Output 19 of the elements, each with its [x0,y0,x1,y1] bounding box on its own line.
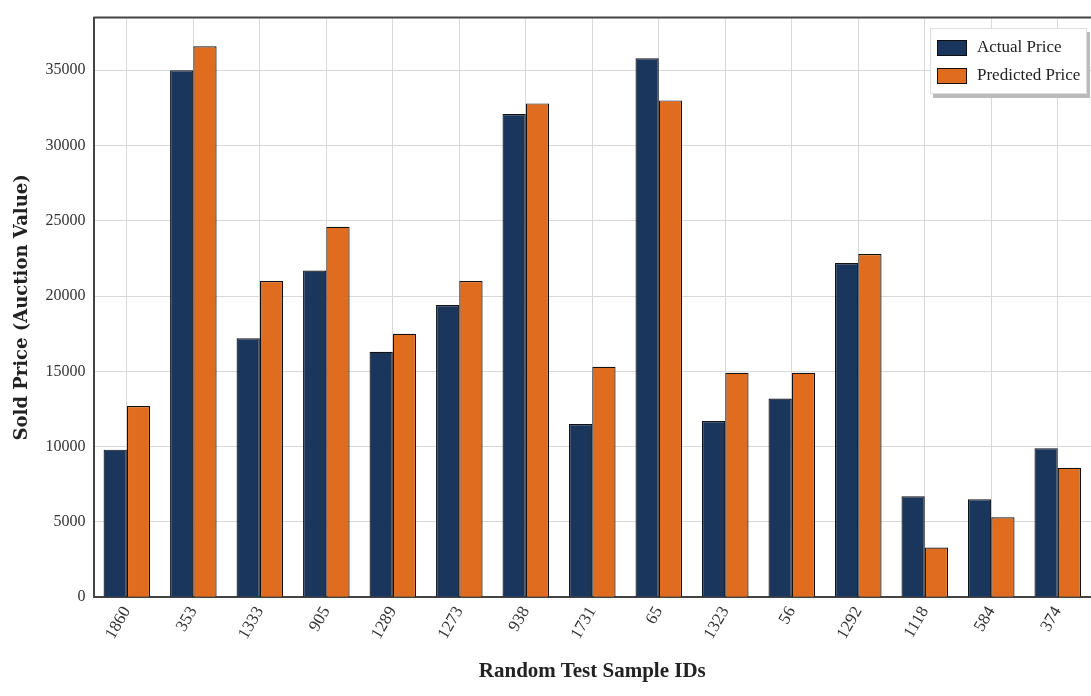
x-tick-label: 374 [1035,602,1066,635]
x-tick-label: 938 [503,602,534,635]
x-axis-title: Random Test Sample IDs [478,657,706,682]
y-tick-label: 30000 [45,135,86,153]
x-tick-label: 65 [641,602,667,628]
y-tick-label: 15000 [45,361,86,379]
legend-label: Predicted Price [977,64,1081,84]
y-tick-label: 10000 [45,436,86,454]
x-tick-label: 56 [774,602,800,628]
y-tick-label: 25000 [45,211,86,229]
y-tick-label: 20000 [45,286,86,304]
y-axis-title: Sold Price (Auction Value) [10,174,32,441]
x-tick-label: 905 [304,602,334,635]
y-tick-label: 5000 [53,512,86,530]
x-tick-label: 584 [969,602,999,635]
x-tick-label: 353 [171,602,201,635]
y-tick-label: 0 [77,587,86,605]
y-tick-label: 35000 [45,60,86,78]
legend-label: Actual Price [977,36,1062,56]
